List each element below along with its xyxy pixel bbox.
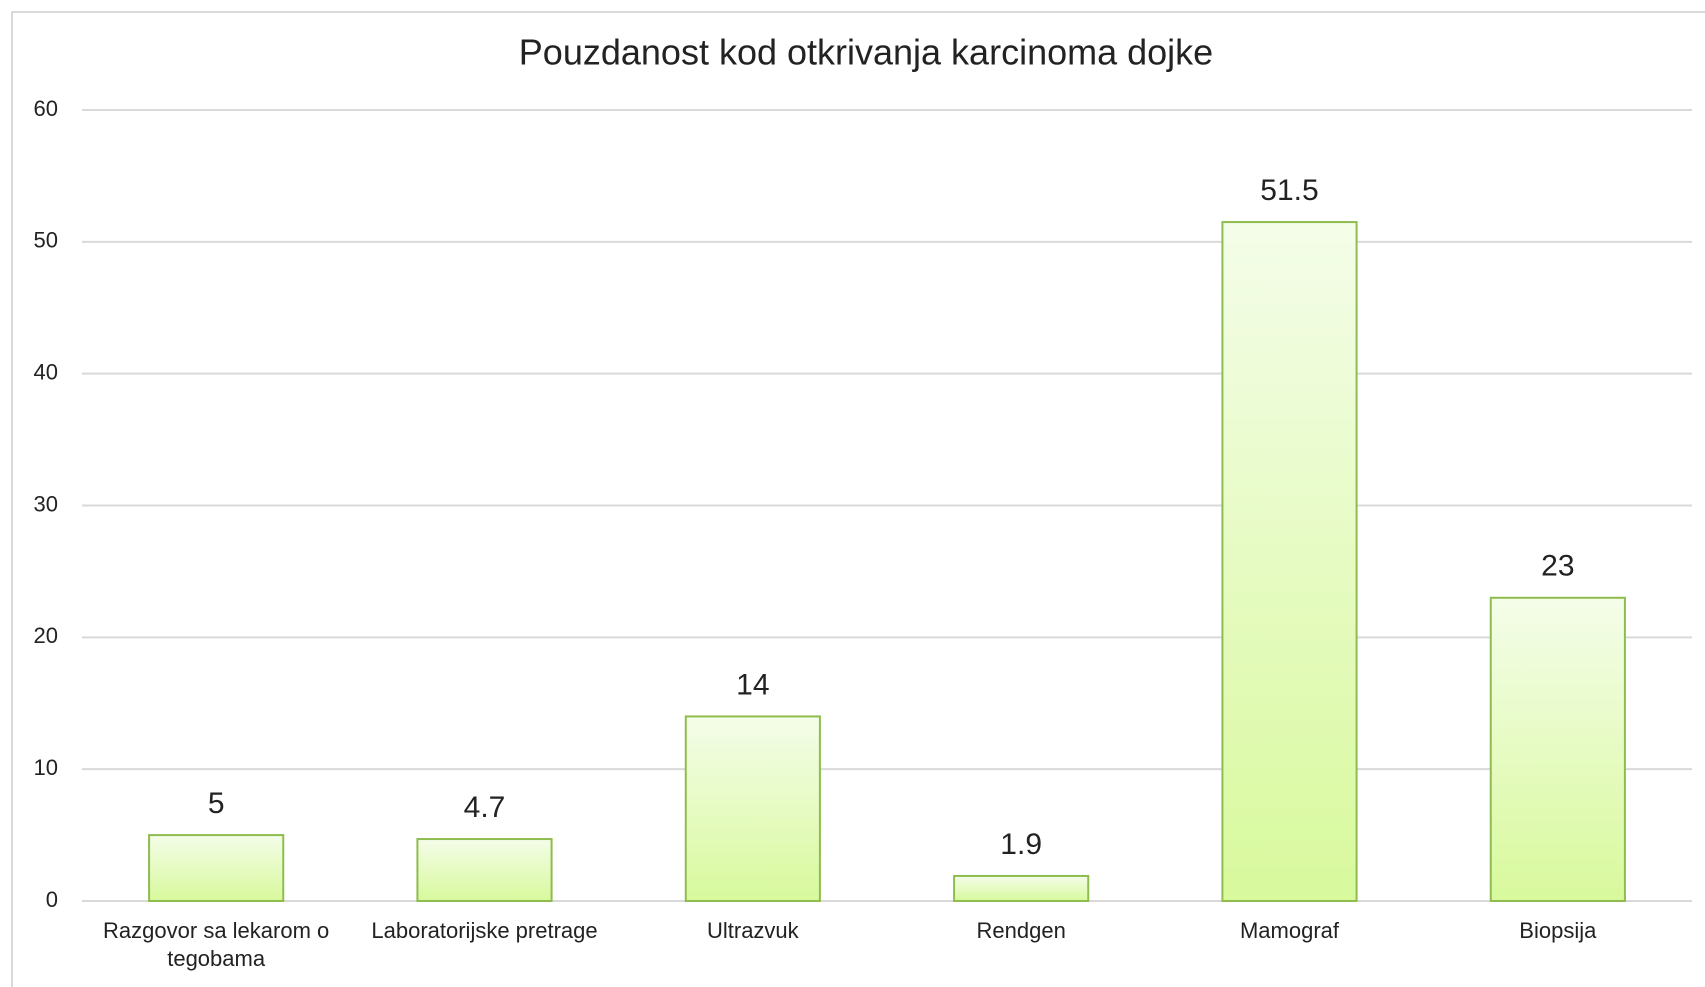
y-tick-label: 40 <box>34 359 58 384</box>
chart-title: Pouzdanost kod otkrivanja karcinoma dojk… <box>519 32 1213 73</box>
data-label: 14 <box>736 668 769 701</box>
x-tick-label: Rendgen <box>976 918 1066 943</box>
bar <box>416 838 553 902</box>
data-label: 4.7 <box>464 791 506 824</box>
bar <box>1489 596 1626 902</box>
y-tick-label: 10 <box>34 755 58 780</box>
chart-frame <box>11 11 1705 987</box>
bar <box>684 715 821 903</box>
bar <box>148 834 285 902</box>
x-tick-label: Laboratorijske pretrage <box>371 918 598 943</box>
y-tick-label: 50 <box>34 228 58 253</box>
x-tick-label: Mamograf <box>1239 918 1340 943</box>
data-label: 1.9 <box>1000 828 1042 861</box>
x-tick-label: Biopsija <box>1519 918 1597 943</box>
y-tick-label: 60 <box>34 96 58 121</box>
x-tick-label: Razgovor sa lekarom o tegobama <box>103 918 330 971</box>
bar <box>953 874 1090 902</box>
y-tick-label: 0 <box>46 887 58 912</box>
data-label: 51.5 <box>1260 174 1318 207</box>
y-tick-label: 20 <box>34 623 58 648</box>
bar <box>1221 221 1358 902</box>
data-label: 23 <box>1541 550 1574 583</box>
x-tick-label: Ultrazvuk <box>706 918 799 943</box>
data-label: 5 <box>208 787 225 820</box>
y-tick-label: 30 <box>34 491 58 516</box>
